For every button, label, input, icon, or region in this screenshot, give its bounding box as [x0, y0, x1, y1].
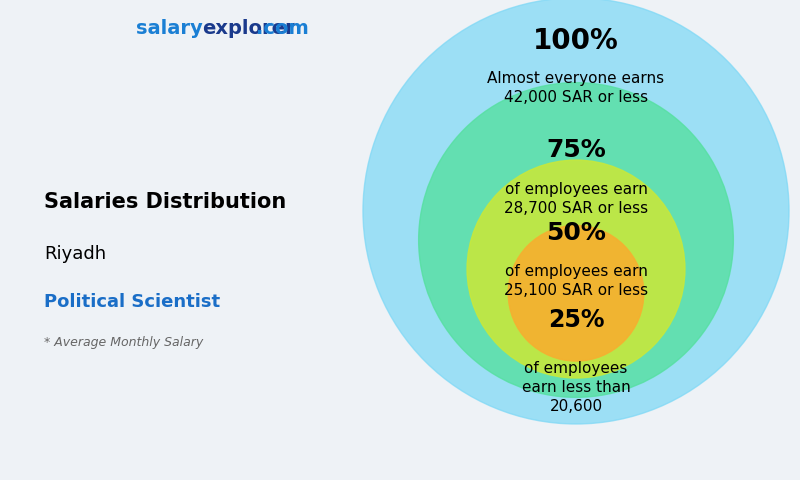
Text: Salaries Distribution: Salaries Distribution — [44, 192, 286, 212]
Text: 75%: 75% — [546, 138, 606, 162]
Text: Political Scientist: Political Scientist — [44, 293, 220, 311]
Text: 100%: 100% — [533, 27, 619, 55]
Text: of employees earn
25,100 SAR or less: of employees earn 25,100 SAR or less — [504, 264, 648, 299]
Text: salary: salary — [136, 19, 202, 38]
Circle shape — [508, 226, 644, 361]
Text: .com: .com — [202, 19, 309, 38]
Text: of employees
earn less than
20,600: of employees earn less than 20,600 — [522, 361, 630, 414]
Text: 25%: 25% — [548, 308, 604, 332]
Circle shape — [418, 83, 734, 397]
Text: of employees earn
28,700 SAR or less: of employees earn 28,700 SAR or less — [504, 182, 648, 216]
Text: 50%: 50% — [546, 221, 606, 245]
Circle shape — [467, 160, 685, 378]
Text: * Average Monthly Salary: * Average Monthly Salary — [44, 336, 203, 349]
Circle shape — [363, 0, 789, 424]
Text: explorer: explorer — [202, 19, 295, 38]
Text: Almost everyone earns
42,000 SAR or less: Almost everyone earns 42,000 SAR or less — [487, 71, 665, 105]
Text: Riyadh: Riyadh — [44, 245, 106, 263]
